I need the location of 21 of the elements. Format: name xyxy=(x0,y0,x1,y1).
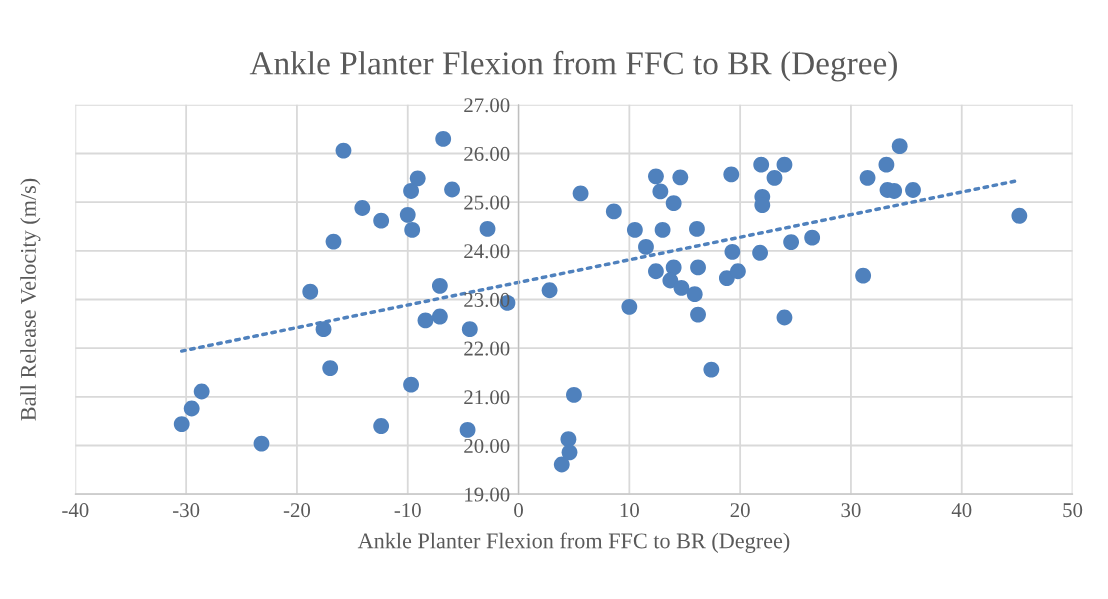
x-tick-label: 40 xyxy=(951,503,972,518)
x-tick-label: 50 xyxy=(1063,503,1083,518)
y-tick-label: 22.00 xyxy=(464,341,510,356)
x-tick-label: 0 xyxy=(514,503,523,518)
x-axis-title: Ankle Planter Flexion from FFC to BR (Degree) xyxy=(357,532,790,553)
x-tick-label: 30 xyxy=(841,503,861,518)
y-tick-label: 20.00 xyxy=(464,438,510,454)
x-tick-label: 20 xyxy=(730,503,750,518)
x-tick-label: 10 xyxy=(620,503,639,518)
y-tick-label: 25.00 xyxy=(464,195,510,210)
x-tick-label: -40 xyxy=(62,503,89,518)
y-tick-label: 27.00 xyxy=(464,98,510,113)
y-tick-label: 19.00 xyxy=(465,487,510,502)
y-axis-title: Ball Release Velocity (m/s) xyxy=(20,178,41,421)
y-tick-label: 26.00 xyxy=(464,146,510,162)
x-tick-label: -20 xyxy=(283,503,311,518)
y-tick-label: 21.00 xyxy=(464,390,510,405)
y-tick-label: 24.00 xyxy=(464,244,510,259)
x-tick-label: -10 xyxy=(394,503,421,518)
chart-title: Ankle Planter Flexion from FFC to BR (Degree) xyxy=(249,50,897,82)
x-tick-label: -30 xyxy=(173,503,200,518)
